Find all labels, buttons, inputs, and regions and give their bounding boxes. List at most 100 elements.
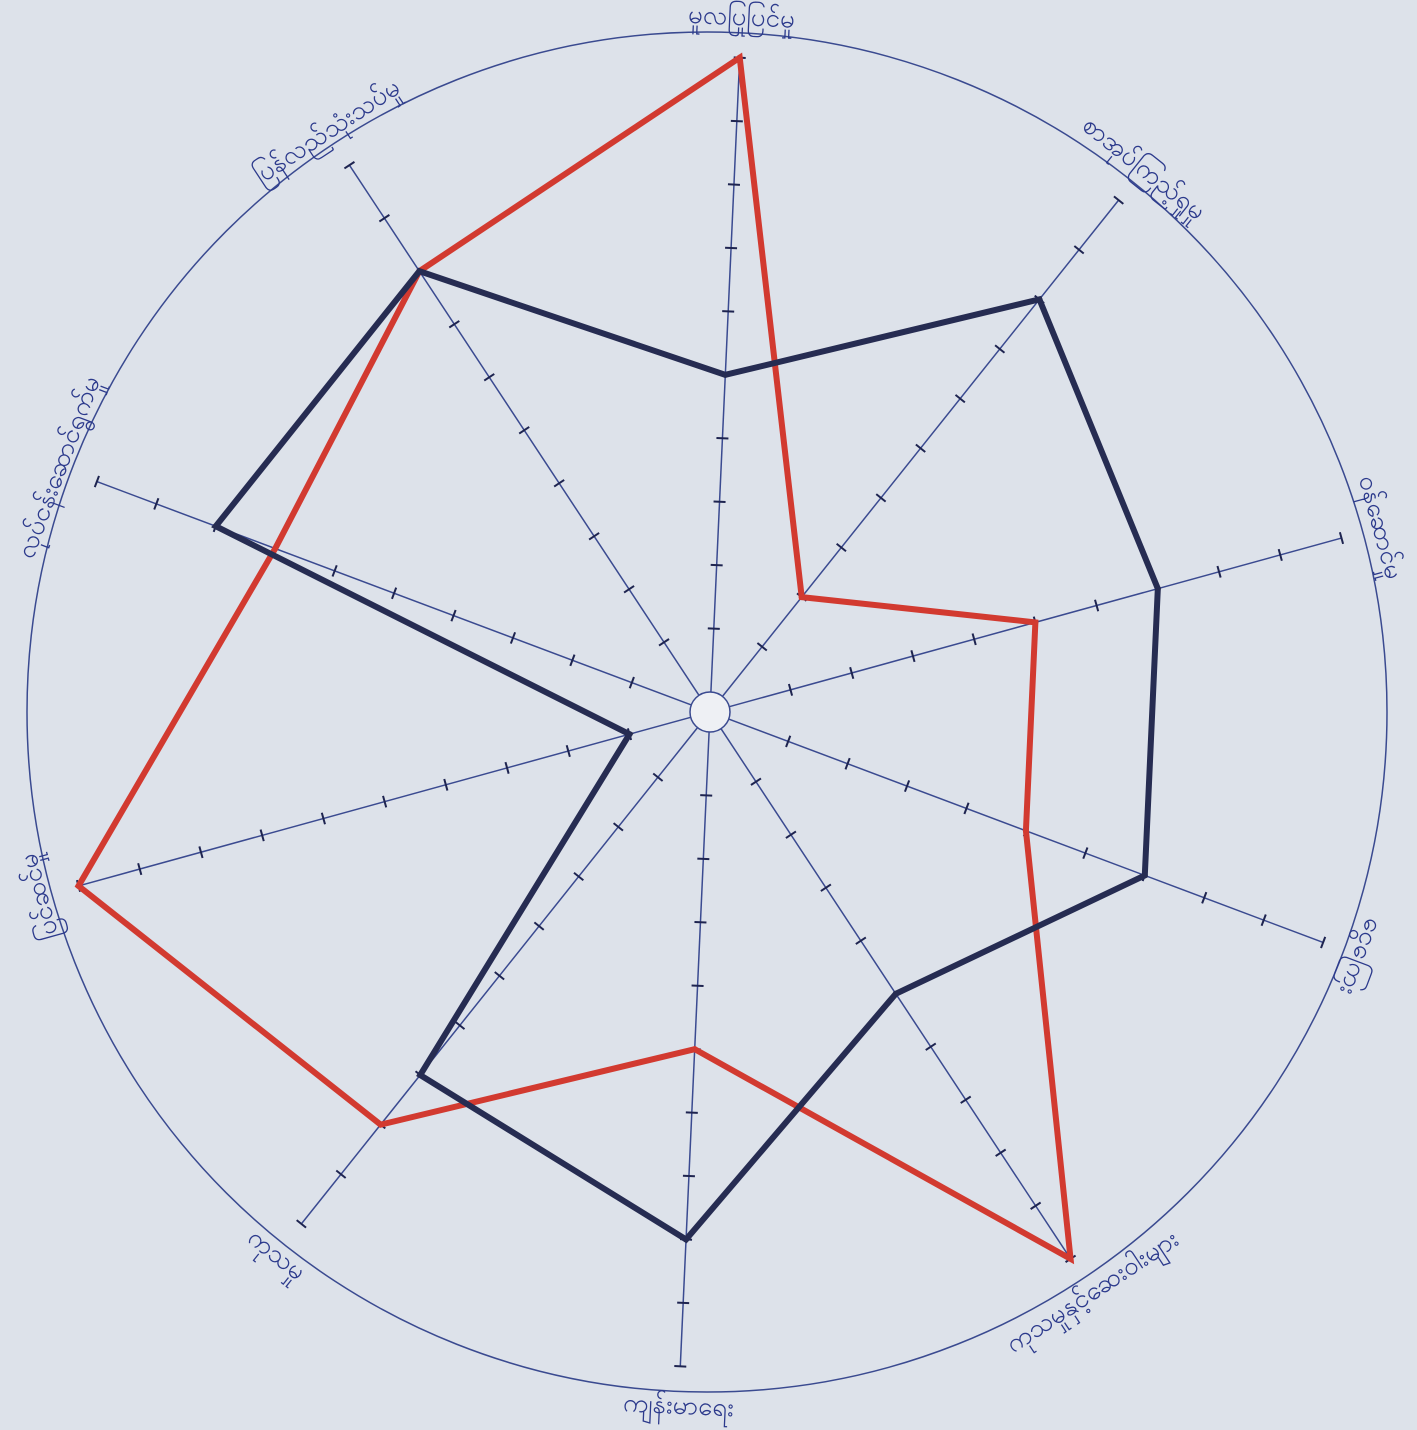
tick-mark [382, 795, 388, 808]
tick-mark [994, 344, 1006, 354]
vertex [75, 882, 82, 889]
vertex [736, 54, 743, 61]
tick-mark [674, 1365, 687, 1368]
vertex [798, 594, 805, 601]
vertex [416, 268, 423, 275]
tick-mark [836, 542, 847, 553]
tick-mark [1073, 245, 1085, 255]
tick-mark [198, 846, 204, 859]
tick-mark [509, 631, 517, 644]
tick-mark [691, 984, 704, 987]
tick-mark [565, 744, 571, 758]
tick-mark [623, 585, 635, 594]
vertex [1022, 827, 1029, 834]
tick-mark [296, 1219, 307, 1229]
tick-mark [722, 310, 735, 313]
tick-mark [849, 666, 855, 680]
tick-mark [707, 627, 720, 630]
vertex [272, 545, 279, 552]
tick-mark [569, 654, 576, 667]
tick-mark [483, 373, 495, 382]
tick-mark [1201, 891, 1208, 904]
vertex [691, 1046, 698, 1053]
vertex [1036, 296, 1043, 303]
tick-mark [677, 1301, 690, 1305]
tick-mark [391, 587, 398, 600]
tick-mark [1216, 565, 1222, 578]
vertex [683, 1236, 690, 1243]
tick-mark [494, 971, 505, 981]
tick-mark [756, 642, 768, 652]
tick-mark [995, 1148, 1007, 1157]
tick-mark [343, 161, 355, 170]
tick-mark [713, 500, 726, 503]
tick-mark [93, 475, 100, 488]
vertex [892, 990, 899, 997]
tick-mark [844, 757, 851, 770]
tick-mark [730, 119, 743, 123]
tick-mark [1094, 599, 1100, 612]
tick-mark [903, 780, 911, 793]
tick-mark [787, 683, 794, 696]
tick-mark [785, 830, 797, 839]
tick-mark [1277, 548, 1283, 561]
tick-mark [750, 777, 762, 786]
tick-mark [1030, 1201, 1042, 1210]
tick-mark [910, 650, 916, 663]
tick-mark [682, 1174, 695, 1178]
tick-mark [658, 638, 670, 647]
vertex [1141, 872, 1148, 879]
tick-mark [1082, 847, 1089, 860]
tick-mark [533, 921, 545, 931]
tick-mark [612, 822, 624, 832]
vertex [1067, 1255, 1074, 1262]
tick-mark [1113, 195, 1124, 205]
vertex [1032, 619, 1039, 626]
tick-mark [820, 883, 832, 892]
center-circle [689, 691, 731, 733]
tick-mark [716, 437, 729, 440]
tick-mark [727, 183, 740, 186]
tick-mark [700, 794, 713, 797]
outer-circle [26, 31, 1388, 1393]
tick-mark [710, 563, 723, 567]
tick-mark [925, 1042, 937, 1051]
tick-mark [652, 772, 664, 782]
tick-mark [573, 871, 584, 882]
tick-mark [1260, 914, 1267, 927]
tick-mark [553, 479, 565, 488]
tick-mark [259, 829, 265, 842]
tick-mark [785, 735, 792, 748]
tick-mark [518, 426, 530, 435]
tick-mark [971, 633, 977, 646]
tick-mark [685, 1111, 698, 1114]
vertex [377, 1121, 384, 1128]
tick-mark [378, 214, 390, 223]
tick-mark [875, 493, 887, 503]
vertex [722, 371, 729, 378]
vertex [417, 1072, 424, 1079]
tick-mark [320, 812, 326, 825]
vertex [1154, 585, 1161, 592]
tick-mark [628, 676, 635, 689]
tick-mark [725, 246, 738, 250]
tick-mark [855, 936, 867, 945]
tick-mark [443, 778, 449, 791]
tick-mark [331, 564, 338, 577]
tick-mark [454, 1020, 466, 1030]
tick-mark [697, 857, 710, 861]
tick-mark [448, 320, 460, 329]
tick-mark [450, 609, 457, 622]
vertex [626, 731, 633, 738]
tick-mark [1320, 936, 1327, 949]
tick-mark [954, 394, 966, 404]
tick-mark [335, 1169, 347, 1179]
tick-mark [960, 1095, 972, 1104]
tick-mark [137, 863, 143, 876]
tick-mark [153, 497, 160, 510]
tick-mark [588, 532, 600, 541]
tick-mark [694, 921, 707, 924]
vertex [212, 523, 219, 530]
